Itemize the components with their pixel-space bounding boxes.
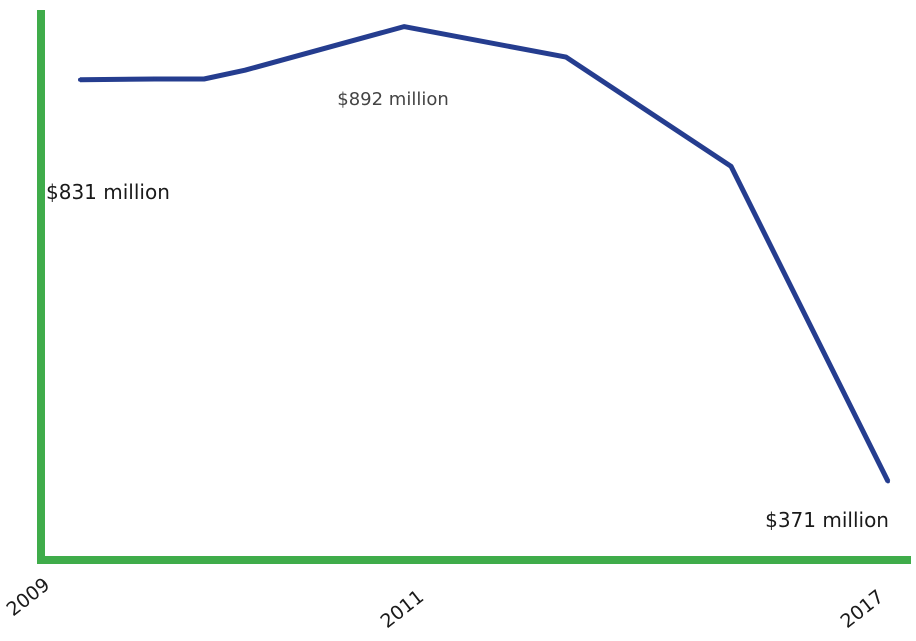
- data-label-peak: $892 million: [337, 89, 449, 110]
- data-point-5: [564, 55, 568, 60]
- data-point-6: [729, 164, 733, 169]
- data-point-3: [243, 68, 247, 73]
- series-line: [79, 24, 891, 483]
- data-label-start: $831 million: [46, 180, 170, 204]
- x-tick-label-2017: 2017: [836, 586, 888, 633]
- x-tick-label-2009: 2009: [2, 574, 54, 621]
- data-label-end: $371 million: [765, 508, 889, 532]
- data-point-7: [886, 479, 890, 484]
- x-tick-label-2011: 2011: [376, 586, 428, 633]
- data-point-0: [78, 77, 82, 82]
- data-point-2: [202, 77, 206, 81]
- data-point-1: [153, 77, 157, 81]
- data-point-4: [402, 24, 406, 29]
